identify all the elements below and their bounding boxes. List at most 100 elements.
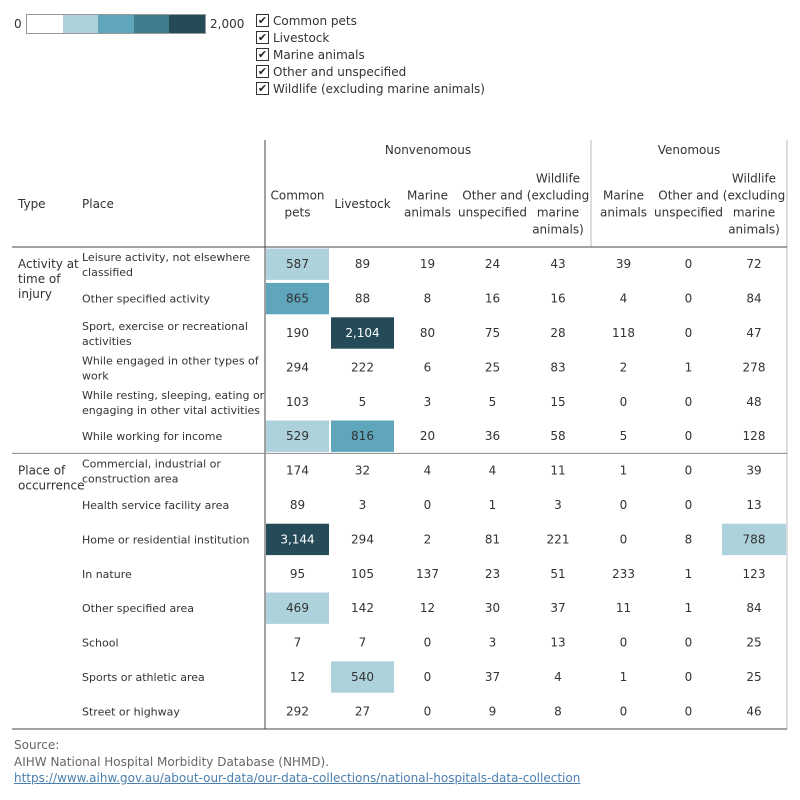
source-link[interactable]: https://www.aihw.gov.au/about-our-data/o… [14, 771, 581, 785]
filter-label: Other and unspecified [273, 64, 407, 79]
cell-value: 51 [550, 567, 565, 581]
cell-value: 25 [746, 670, 761, 684]
place-label: construction area [82, 473, 178, 486]
cell-value: 0 [620, 532, 628, 546]
cell-value: 43 [550, 257, 565, 271]
cell-value: 221 [547, 532, 570, 546]
cell-value: 30 [485, 601, 500, 615]
heat-cell [266, 523, 329, 556]
place-label: activities [82, 335, 132, 348]
cell-value: 2 [620, 360, 628, 374]
cell-value: 4 [489, 464, 497, 478]
column-header: animals) [532, 223, 584, 237]
filter-wildlife[interactable]: ✔ Wildlife (excluding marine animals) [256, 80, 485, 97]
cell-value: 3 [554, 498, 562, 512]
cell-value: 19 [420, 257, 435, 271]
cell-value: 37 [550, 601, 565, 615]
checkbox-icon[interactable]: ✔ [256, 82, 269, 95]
cell-value: 0 [620, 498, 628, 512]
heat-cell [266, 248, 329, 280]
cell-value: 6 [424, 360, 432, 374]
filter-livestock[interactable]: ✔ Livestock [256, 29, 485, 46]
place-label: While working for income [82, 430, 222, 443]
cell-value: 540 [351, 670, 374, 684]
cell-value: 23 [485, 567, 500, 581]
cell-value: 1 [620, 464, 628, 478]
cell-value: 0 [685, 292, 693, 306]
cell-value: 0 [424, 498, 432, 512]
group-header-venomous: Venomous [658, 143, 721, 157]
cell-value: 222 [351, 360, 374, 374]
legend-swatch-2 [62, 15, 99, 33]
cell-value: 118 [612, 326, 635, 340]
cell-value: 16 [485, 292, 500, 306]
cell-value: 48 [746, 395, 761, 409]
column-header: animals) [728, 223, 780, 237]
cell-value: 20 [420, 429, 435, 443]
cell-value: 0 [685, 704, 693, 718]
cell-value: 137 [416, 567, 439, 581]
cell-value: 587 [286, 257, 309, 271]
cell-value: 83 [550, 360, 565, 374]
cell-value: 0 [620, 395, 628, 409]
column-header: animals [600, 206, 647, 220]
cell-value: 469 [286, 601, 309, 615]
column-header: Other and [462, 189, 522, 203]
cell-value: 103 [286, 395, 309, 409]
filter-label: Marine animals [273, 47, 365, 62]
column-header: pets [285, 206, 311, 220]
cell-value: 84 [746, 601, 761, 615]
heat-cell [331, 420, 394, 452]
section-type-label: time of [18, 272, 61, 286]
checkbox-icon[interactable]: ✔ [256, 65, 269, 78]
cell-value: 27 [355, 704, 370, 718]
section-type-label: Activity at [18, 257, 79, 271]
filter-other-unspecified[interactable]: ✔ Other and unspecified [256, 63, 485, 80]
cell-value: 75 [485, 326, 500, 340]
cell-value: 123 [743, 567, 766, 581]
cell-value: 3 [424, 395, 432, 409]
column-header: (excluding [723, 189, 785, 203]
cell-value: 7 [359, 636, 367, 650]
cell-value: 5 [489, 395, 497, 409]
column-header: marine [537, 206, 579, 220]
cell-value: 0 [685, 636, 693, 650]
filter-label: Livestock [273, 30, 330, 45]
cell-value: 95 [290, 567, 305, 581]
cell-value: 16 [550, 292, 565, 306]
cell-value: 11 [550, 464, 565, 478]
place-label: While engaged in other types of [82, 354, 260, 367]
cell-value: 11 [616, 601, 631, 615]
checkbox-icon[interactable]: ✔ [256, 14, 269, 27]
column-header: Wildlife [732, 172, 776, 186]
place-label: Commercial, industrial or [82, 458, 221, 471]
checkbox-icon[interactable]: ✔ [256, 48, 269, 61]
cell-value: 12 [420, 601, 435, 615]
animal-filter-list: ✔ Common pets ✔ Livestock ✔ Marine animals … [256, 12, 485, 97]
filter-common-pets[interactable]: ✔ Common pets [256, 12, 485, 29]
place-label: classified [82, 266, 133, 279]
section-type-label: Place of [18, 463, 66, 477]
cell-value: 8 [424, 292, 432, 306]
column-header: Common [270, 189, 324, 203]
filter-marine-animals[interactable]: ✔ Marine animals [256, 46, 485, 63]
cell-value: 5 [620, 429, 628, 443]
cell-value: 0 [685, 429, 693, 443]
cell-value: 47 [746, 326, 761, 340]
checkbox-icon[interactable]: ✔ [256, 31, 269, 44]
legend-swatch-4 [133, 15, 170, 33]
cell-value: 25 [485, 360, 500, 374]
heat-cell [266, 592, 329, 624]
cell-value: 15 [550, 395, 565, 409]
heat-cell [722, 523, 786, 556]
place-label: Other specified area [82, 602, 194, 615]
cell-value: 13 [550, 636, 565, 650]
place-label: While resting, sleeping, eating or [82, 389, 265, 402]
cell-value: 1 [620, 670, 628, 684]
cell-value: 89 [290, 498, 305, 512]
cell-value: 816 [351, 429, 374, 443]
heatmap-table: Nonvenomous Venomous Common pets Livestock Ma… [12, 140, 788, 730]
place-label: Leisure activity, not elsewhere [82, 251, 250, 264]
cell-value: 294 [286, 360, 309, 374]
place-label: Other specified activity [82, 293, 211, 306]
